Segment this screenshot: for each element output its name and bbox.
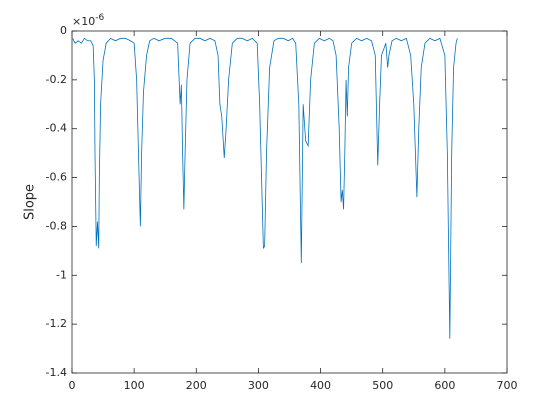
y-tick-label: -0.2 bbox=[46, 73, 67, 86]
x-tick-label: 700 bbox=[497, 379, 518, 392]
axis-multiplier: ×10-6 bbox=[72, 13, 104, 29]
y-tick-label: -1.4 bbox=[46, 366, 67, 379]
x-tick-label: 600 bbox=[434, 379, 455, 392]
y-tick-label: -1.2 bbox=[46, 317, 67, 330]
y-tick-label: -0.8 bbox=[46, 219, 67, 232]
multiplier-exponent: -6 bbox=[95, 13, 104, 23]
x-tick-label: 100 bbox=[124, 379, 145, 392]
y-tick-label: -0.4 bbox=[46, 122, 67, 135]
y-tick-label: 0 bbox=[60, 24, 67, 37]
y-axis-label: Slope bbox=[23, 184, 38, 220]
x-tick-label: 200 bbox=[186, 379, 207, 392]
x-tick-label: 300 bbox=[248, 379, 269, 392]
y-tick-label: -1 bbox=[56, 268, 67, 281]
x-tick-label: 0 bbox=[69, 379, 76, 392]
plot-box bbox=[71, 30, 508, 374]
x-tick-label: 400 bbox=[310, 379, 331, 392]
x-tick-label: 500 bbox=[372, 379, 393, 392]
y-tick-label: -0.6 bbox=[46, 171, 67, 184]
multiplier-base: ×10 bbox=[72, 15, 95, 28]
data-line bbox=[72, 37, 458, 339]
